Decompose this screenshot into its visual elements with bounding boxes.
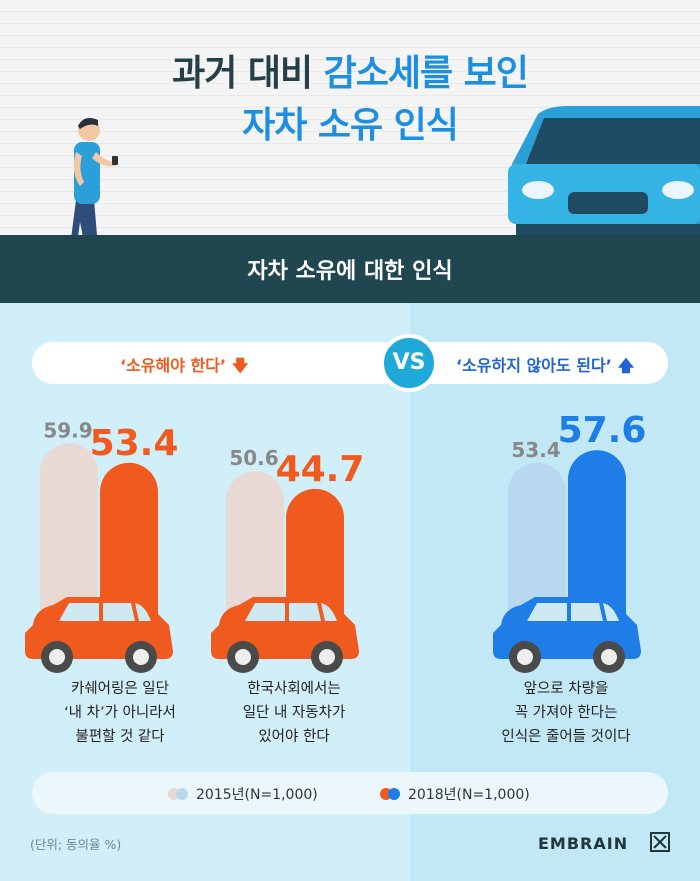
- bar-2018-3: [568, 450, 626, 623]
- brand-logo-icon: [650, 832, 670, 852]
- title-line-2: 자차 소유 인식: [242, 105, 459, 146]
- caption-1-line-1: 카쉐어링은 일단: [71, 681, 169, 697]
- car-icon-2: [211, 597, 359, 673]
- section-band: [0, 235, 700, 303]
- bar-chart: 59.953.4 50.644.7 53.457.6: [25, 410, 647, 673]
- up-arrow-icon: 🡅: [617, 356, 635, 375]
- value-2018-2: 44.7: [276, 449, 365, 490]
- unit-note: (단위; 동의율 %): [30, 837, 122, 852]
- bar-2015-2: [226, 471, 284, 623]
- title-part-1: 과거 대비: [172, 53, 313, 94]
- caption-3-line-2: 꼭 가져야 한다는: [514, 705, 618, 721]
- caption-2-line-3: 있어야 한다: [258, 729, 330, 745]
- caption-3: 앞으로 차량을 꼭 가져야 한다는 인식은 줄어들 것이다: [466, 677, 666, 749]
- value-2018-1: 53.4: [90, 423, 179, 464]
- value-2015-3: 53.4: [511, 438, 560, 462]
- caption-1-line-2: ‘내 차’가 아니라서: [64, 705, 176, 721]
- legend-2018-label: 2018년(N=1,000): [408, 787, 530, 803]
- left-label-text: ‘소유해야 한다’: [120, 356, 227, 375]
- caption-1: 카쉐어링은 일단 ‘내 차’가 아니라서 불편할 것 같다: [20, 677, 220, 749]
- legend-2015-label: 2015년(N=1,000): [196, 787, 318, 803]
- car-icon-1: [25, 597, 173, 673]
- comparison-bar: [32, 342, 668, 384]
- car-front-illustration: [508, 106, 700, 264]
- caption-3-line-3: 인식은 줄어들 것이다: [501, 729, 631, 745]
- comparison-right-label: ‘소유하지 않아도 된다’ 🡅: [456, 352, 634, 382]
- section-title: 자차 소유에 대한 인식: [247, 259, 453, 284]
- caption-1-line-3: 불편할 것 같다: [75, 729, 165, 745]
- caption-2-line-1: 한국사회에서는: [247, 681, 341, 697]
- value-2018-3: 57.6: [558, 410, 647, 451]
- value-2015-2: 50.6: [229, 446, 278, 470]
- car-icon-3: [493, 597, 641, 673]
- bar-2018-1: [100, 462, 158, 623]
- caption-2-line-2: 일단 내 자동차가: [242, 705, 346, 721]
- value-2015-1: 59.9: [43, 418, 92, 442]
- title-line-1: 과거 대비 감소세를 보인: [0, 44, 700, 96]
- vs-badge: VS: [380, 334, 438, 392]
- comparison-left-label: ‘소유해야 한다’ 🡇: [120, 352, 249, 382]
- title-part-2: 감소세를 보인: [323, 53, 529, 94]
- down-arrow-icon: 🡇: [232, 356, 249, 375]
- bar-2015-1: [40, 443, 98, 623]
- legend-2015-swatch-b: [176, 788, 188, 800]
- legend: [32, 772, 668, 814]
- caption-3-line-1: 앞으로 차량을: [523, 681, 609, 697]
- brand-name: EMBRAIN: [538, 834, 629, 853]
- bar-2018-2: [286, 488, 344, 623]
- right-label-text: ‘소유하지 않아도 된다’: [456, 356, 612, 375]
- legend-2018-swatch-b: [388, 788, 400, 800]
- bar-2015-3: [508, 462, 566, 623]
- caption-2: 한국사회에서는 일단 내 자동차가 있어야 한다: [194, 677, 394, 749]
